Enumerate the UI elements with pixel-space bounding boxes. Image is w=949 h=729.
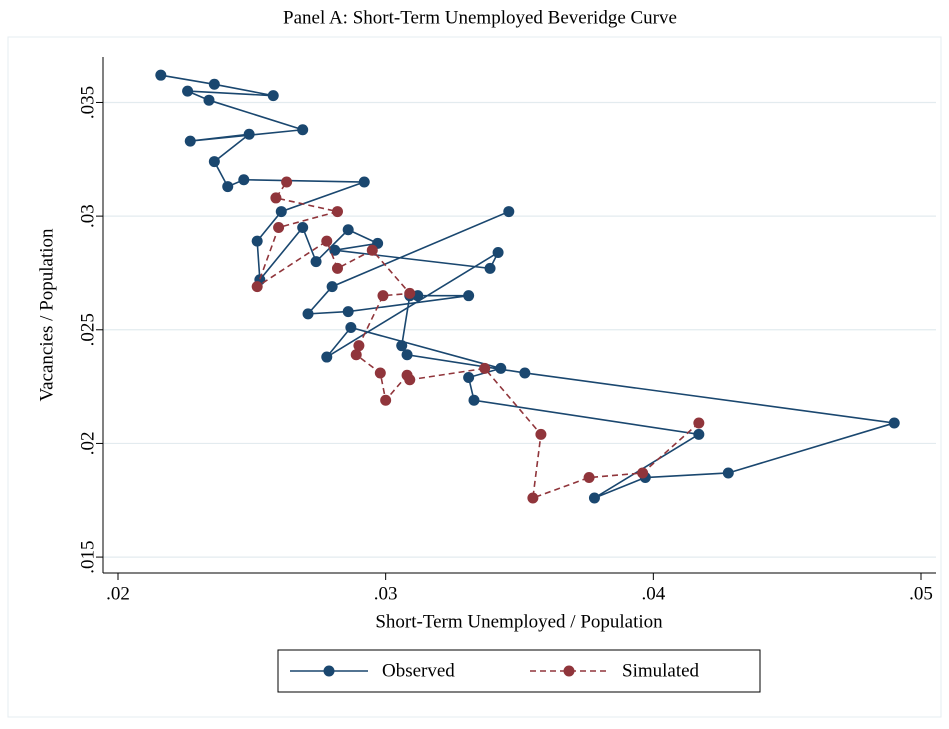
y-axis-label: Vacancies / Population bbox=[36, 228, 57, 402]
point bbox=[310, 256, 322, 268]
x-tick-label: .03 bbox=[374, 583, 398, 604]
point bbox=[273, 221, 285, 233]
point bbox=[503, 206, 515, 218]
legend-label: Simulated bbox=[622, 660, 700, 681]
point bbox=[208, 156, 220, 168]
point bbox=[693, 417, 705, 429]
point bbox=[243, 128, 255, 140]
point bbox=[203, 94, 215, 106]
point bbox=[321, 351, 333, 363]
point bbox=[588, 492, 600, 504]
point bbox=[326, 281, 338, 293]
point bbox=[182, 85, 194, 97]
point bbox=[484, 262, 496, 274]
point bbox=[401, 369, 413, 381]
y-tick-label: .015 bbox=[77, 540, 98, 573]
point bbox=[492, 246, 504, 258]
point bbox=[463, 290, 475, 302]
point bbox=[519, 367, 531, 379]
point bbox=[479, 362, 491, 374]
point bbox=[251, 281, 263, 293]
x-tick-label: .04 bbox=[641, 583, 665, 604]
series-line bbox=[255, 181, 700, 500]
legend-marker bbox=[563, 665, 575, 677]
point bbox=[297, 124, 309, 136]
chart-title: Panel A: Short-Term Unemployed Beveridge… bbox=[283, 7, 677, 28]
point bbox=[401, 349, 413, 361]
point bbox=[275, 206, 287, 218]
point bbox=[302, 308, 314, 320]
point bbox=[404, 287, 416, 299]
legend-label: Observed bbox=[382, 660, 455, 681]
point bbox=[693, 428, 705, 440]
point bbox=[358, 176, 370, 188]
point bbox=[350, 349, 362, 361]
point bbox=[267, 90, 279, 102]
point bbox=[345, 322, 357, 334]
point bbox=[722, 467, 734, 479]
point bbox=[155, 69, 167, 81]
point bbox=[468, 394, 480, 406]
x-tick-label: .05 bbox=[909, 583, 933, 604]
point bbox=[321, 235, 333, 247]
point bbox=[297, 221, 309, 233]
point bbox=[342, 306, 354, 318]
point bbox=[222, 181, 234, 193]
y-tick-label: .025 bbox=[77, 313, 98, 346]
y-tick-label: .035 bbox=[77, 86, 98, 119]
y-tick-label: .03 bbox=[77, 204, 98, 228]
point bbox=[396, 340, 408, 352]
point bbox=[888, 417, 900, 429]
point bbox=[463, 372, 475, 384]
point bbox=[342, 224, 354, 236]
point bbox=[535, 428, 547, 440]
series-line bbox=[160, 74, 895, 499]
point bbox=[184, 135, 196, 147]
point bbox=[495, 362, 507, 374]
plot-frame bbox=[7, 36, 942, 718]
point bbox=[583, 472, 595, 484]
legend-marker bbox=[323, 665, 335, 677]
point bbox=[251, 235, 263, 247]
point bbox=[377, 290, 389, 302]
y-tick-label: .02 bbox=[77, 432, 98, 456]
point bbox=[380, 394, 392, 406]
point bbox=[331, 262, 343, 274]
point bbox=[270, 192, 282, 204]
point bbox=[353, 340, 365, 352]
point bbox=[331, 206, 343, 218]
point bbox=[238, 174, 250, 186]
point bbox=[329, 244, 341, 256]
point bbox=[366, 244, 378, 256]
x-tick-label: .02 bbox=[106, 583, 130, 604]
point bbox=[208, 78, 220, 90]
x-axis-label: Short-Term Unemployed / Population bbox=[375, 611, 663, 632]
point bbox=[281, 176, 293, 188]
point bbox=[374, 367, 386, 379]
point bbox=[637, 467, 649, 479]
point bbox=[527, 492, 539, 504]
